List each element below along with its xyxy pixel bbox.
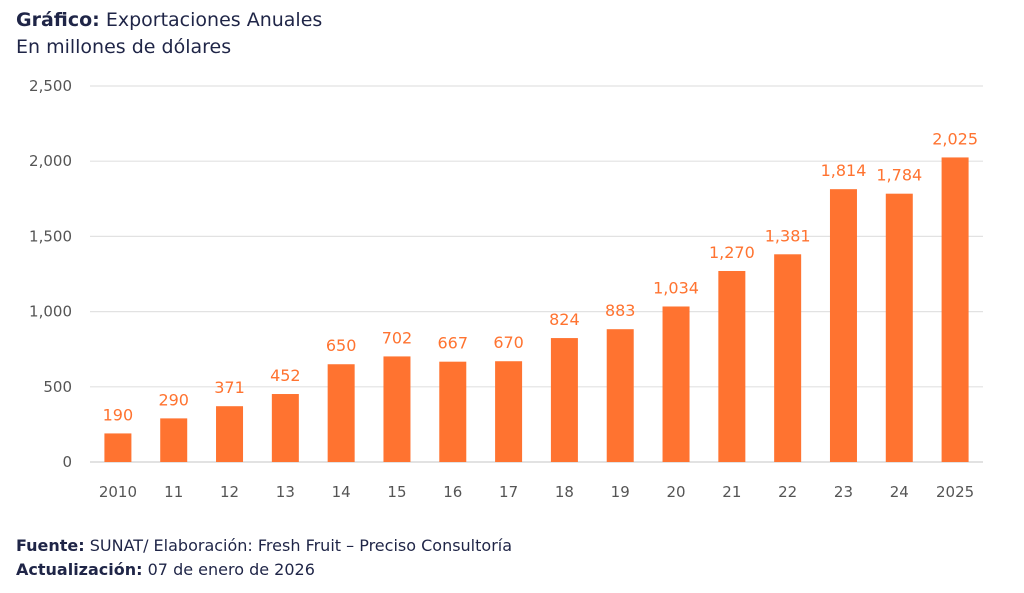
title-prefix: Gráfico:: [16, 9, 100, 31]
data-label: 702: [382, 328, 413, 347]
bar: [216, 406, 244, 462]
data-label: 371: [214, 378, 245, 397]
y-tick-label: 1,000: [29, 303, 72, 321]
data-label: 190: [103, 405, 134, 424]
data-label: 452: [270, 366, 301, 385]
data-label: 670: [493, 333, 524, 352]
x-tick-label: 23: [834, 483, 853, 501]
data-label: 1,270: [709, 243, 755, 262]
chart-subtitle: En millones de dólares: [16, 36, 232, 58]
y-tick-label: 2,000: [29, 152, 72, 170]
x-tick-label: 18: [555, 483, 574, 501]
chart-title-block: Gráfico: Exportaciones Anuales En millon…: [16, 7, 322, 61]
source-label: Fuente:: [16, 536, 85, 555]
chart-title: Gráfico: Exportaciones Anuales: [16, 7, 322, 34]
source-text: SUNAT/ Elaboración: Fresh Fruit – Precis…: [89, 536, 513, 555]
bar: [829, 189, 857, 463]
update-label: Actualización:: [16, 560, 143, 579]
x-tick-label: 12: [220, 483, 239, 501]
title-text: Exportaciones Anuales: [105, 9, 323, 31]
x-tick-label: 20: [666, 483, 685, 501]
chart-footer: Fuente: SUNAT/ Elaboración: Fresh Fruit …: [16, 534, 512, 582]
bar: [774, 254, 802, 462]
bar: [550, 338, 578, 462]
data-label: 1,784: [876, 166, 922, 185]
x-tick-label: 14: [332, 483, 351, 501]
data-label: 1,381: [765, 226, 811, 245]
bars: [104, 157, 969, 463]
data-label: 290: [158, 390, 189, 409]
x-tick-label: 24: [890, 483, 909, 501]
data-label: 650: [326, 336, 357, 355]
update-note: Actualización: 07 de enero de 2026: [16, 558, 512, 582]
x-tick-label: 15: [387, 483, 406, 501]
y-tick-label: 1,500: [29, 227, 72, 245]
x-tick-label: 2010: [99, 483, 137, 501]
y-tick-label: 500: [43, 378, 72, 396]
data-label: 1,814: [821, 161, 867, 180]
x-axis-ticks: 2010 11 12 13 14 15 16 17 18 19 20 21 22 23 24 2025: [99, 483, 974, 501]
bar: [662, 306, 690, 462]
x-tick-label: 21: [722, 483, 741, 501]
bar: [383, 356, 411, 462]
update-text: 07 de enero de 2026: [147, 560, 315, 579]
data-labels: 190 290 371 452 650 702 667 670 824 883 1,034 1,270…: [103, 129, 978, 424]
data-label: 824: [549, 310, 580, 329]
data-label: 1,034: [653, 278, 699, 297]
bar: [718, 270, 746, 462]
x-tick-label: 22: [778, 483, 797, 501]
data-label: 883: [605, 301, 636, 320]
x-tick-label: 17: [499, 483, 518, 501]
x-tick-label: 11: [164, 483, 183, 501]
bar: [104, 433, 132, 462]
x-tick-label: 2025: [936, 483, 974, 501]
y-axis-ticks: 0 500 1,000 1,500 2,000 2,500: [29, 77, 72, 471]
data-label: 2,025: [932, 129, 978, 148]
x-tick-label: 13: [276, 483, 295, 501]
data-label: 667: [438, 334, 469, 353]
bar: [885, 193, 913, 462]
bar: [327, 364, 355, 462]
x-tick-label: 16: [443, 483, 462, 501]
x-tick-label: 19: [611, 483, 630, 501]
source-note: Fuente: SUNAT/ Elaboración: Fresh Fruit …: [16, 534, 512, 558]
bar: [941, 157, 969, 462]
y-tick-label: 0: [62, 453, 72, 471]
y-tick-label: 2,500: [29, 77, 72, 95]
bar: [160, 418, 188, 462]
bar: [271, 394, 299, 462]
bar: [495, 361, 523, 462]
bar: [439, 361, 467, 462]
bar: [606, 329, 634, 462]
